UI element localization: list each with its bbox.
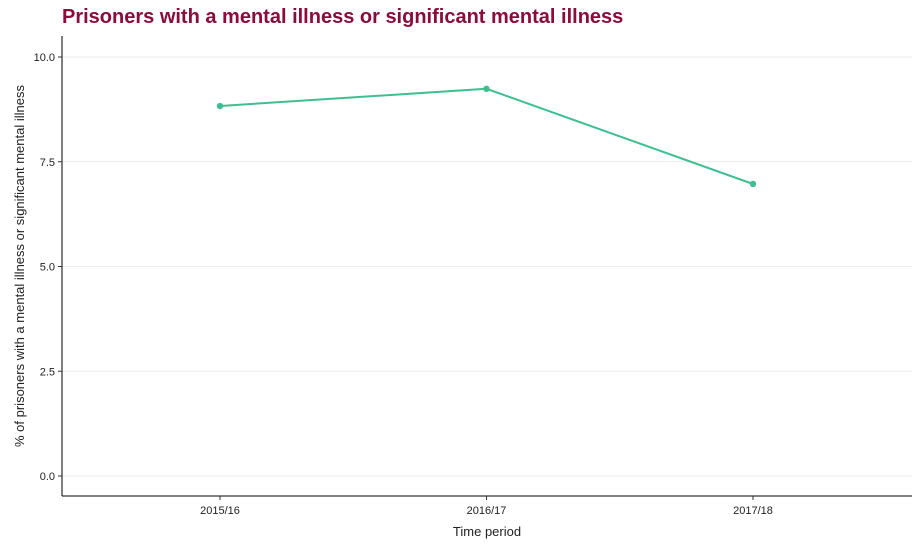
series-line-0 [219, 87, 754, 185]
y-axis-title: % of prisoners with a mental illness or … [12, 85, 27, 447]
y-tick-label-3: 7.5 [40, 157, 55, 169]
y-tick-label-0: 0.0 [40, 471, 55, 483]
gridlines [62, 56, 912, 477]
y-tick-label-2: 5.0 [40, 262, 55, 274]
y-tick-label-4: 10.0 [34, 52, 55, 64]
data-point-0-0 [216, 102, 224, 110]
chart-title: Prisoners with a mental illness or signi… [62, 6, 624, 28]
data-point-0-2 [749, 180, 757, 188]
data-point-0-1 [483, 85, 490, 93]
x-axis-title: Time period [453, 524, 521, 539]
series [216, 85, 757, 188]
x-tick-label-0: 2015/16 [200, 505, 240, 517]
y-tick-label-1: 2.5 [40, 366, 55, 378]
x-tick-label-1: 2016/17 [467, 505, 507, 517]
x-axis-ticks: 2015/16 2016/17 2017/18 [200, 496, 773, 517]
x-tick-label-2: 2017/18 [733, 505, 773, 517]
y-axis-ticks: 0.0 2.5 5.0 7.5 10.0 [34, 52, 62, 483]
